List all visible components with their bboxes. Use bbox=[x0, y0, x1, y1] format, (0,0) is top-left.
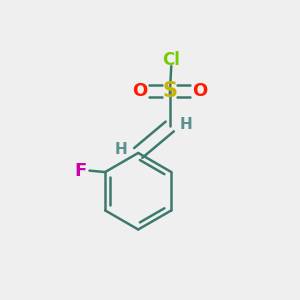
Text: S: S bbox=[162, 81, 177, 101]
Text: F: F bbox=[74, 162, 87, 180]
Text: O: O bbox=[193, 82, 208, 100]
Text: O: O bbox=[132, 82, 147, 100]
Text: H: H bbox=[114, 142, 127, 158]
Text: Cl: Cl bbox=[162, 51, 180, 69]
Text: H: H bbox=[180, 118, 192, 133]
